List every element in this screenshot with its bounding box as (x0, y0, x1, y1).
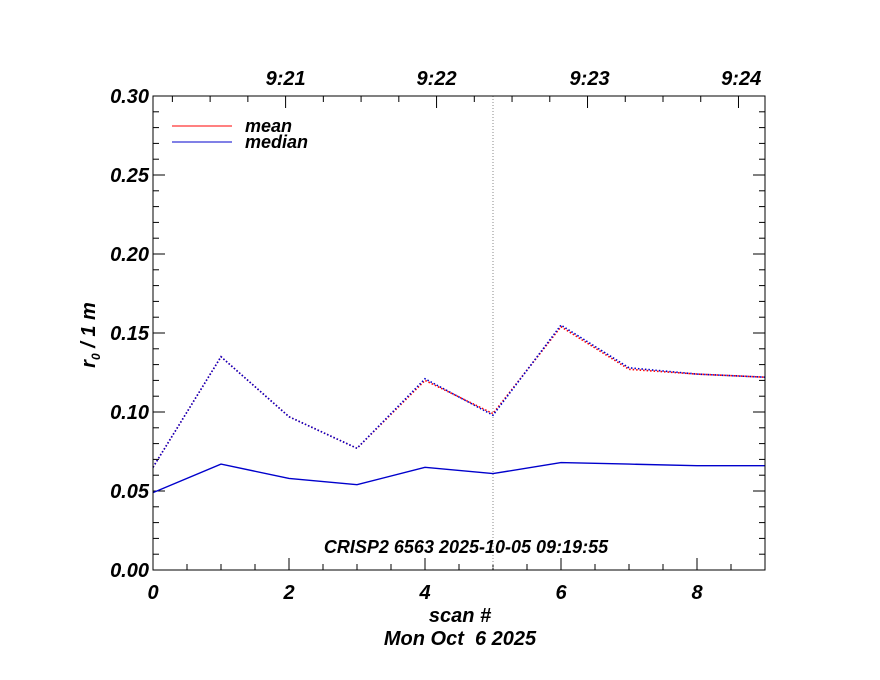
y-tick-label: 0.15 (110, 323, 150, 345)
x-tick-label: 2 (282, 582, 294, 604)
minor-ticks (153, 96, 766, 570)
date-label: Mon Oct 6 2025 (384, 628, 537, 650)
y-tick-label: 0.20 (110, 244, 149, 266)
x-tick-label: 0 (147, 582, 158, 604)
plot-frame (152, 95, 766, 571)
x-tick-label: 8 (691, 582, 703, 604)
x-tick-label: 4 (418, 582, 430, 604)
y-tick-labels: 0.00 0.05 0.10 0.15 0.20 0.25 0.30 (110, 86, 150, 582)
top-tick-label: 9:22 (417, 68, 457, 90)
y-tick-label: 0.05 (110, 481, 150, 503)
y-axis-label: r0 / 1 m (78, 302, 103, 368)
major-ticks (152, 95, 765, 571)
legend: mean median (172, 116, 308, 152)
y-tick-label: 0.25 (110, 165, 150, 187)
top-tick-label: 9:21 (266, 68, 306, 90)
svg-text:r0 / 1 m: r0 / 1 m (78, 302, 103, 368)
x-tick-labels: 0 2 4 6 8 (147, 582, 703, 604)
y-axis-label-sub: 0 (89, 353, 103, 360)
legend-median-label: median (245, 132, 308, 152)
series-mean-b-line (152, 324, 766, 468)
x-tick-label: 6 (555, 582, 567, 604)
top-tick-labels: 9:21 9:22 9:23 9:24 (266, 68, 762, 90)
series-layer (152, 324, 766, 494)
x-axis-label: scan # (429, 605, 492, 627)
y-tick-label: 0.00 (110, 560, 149, 582)
y-tick-label: 0.10 (110, 402, 149, 424)
y-axis-label-rest: / 1 m (78, 302, 100, 353)
series-median-line (152, 461, 765, 494)
legend-mean-label: mean (245, 116, 292, 136)
chart-annotation: CRISP2 6563 2025-10-05 09:19:55 (324, 537, 609, 557)
y-tick-label: 0.30 (110, 86, 149, 108)
top-tick-label: 9:24 (721, 68, 761, 90)
y-axis-label-main: r (78, 359, 100, 368)
top-tick-label: 9:23 (570, 68, 610, 90)
